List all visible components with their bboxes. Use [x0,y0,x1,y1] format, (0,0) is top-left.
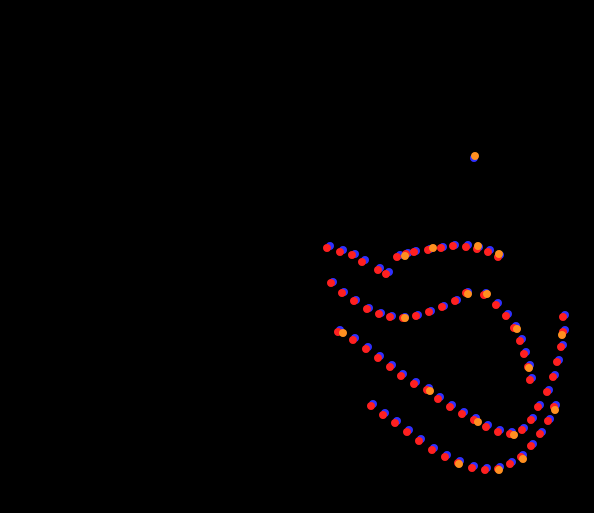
scatter-point-red [492,301,500,309]
scatter-point-red [502,312,510,320]
scatter-point-orange [339,329,347,337]
scatter-point-orange [426,387,434,395]
scatter-point-red [437,244,445,252]
scatter-point-red [468,464,476,472]
scatter-point-red [428,446,436,454]
scatter-point-orange [525,364,533,372]
scatter-point-red [379,411,387,419]
scatter-point-red [441,453,449,461]
scatter-point-red [393,253,401,261]
scatter-point-red [451,297,459,305]
scatter-point-red [362,345,370,353]
scatter-point-orange [510,431,518,439]
scatter-point-red [559,313,567,321]
scatter-point-red [534,403,542,411]
scatter-point-red [544,417,552,425]
scatter-plot [0,0,594,513]
scatter-point-red [484,248,492,256]
scatter-point-red [516,337,524,345]
scatter-point-orange [474,242,482,250]
scatter-point-red [438,303,446,311]
scatter-point-red [481,466,489,474]
scatter-point-red [375,310,383,318]
scatter-point-red [449,242,457,250]
scatter-point-red [527,442,535,450]
scatter-point-red [518,426,526,434]
scatter-point-orange [455,460,463,468]
scatter-point-red [434,395,442,403]
scatter-point-red [358,258,366,266]
scatter-point-orange [495,466,503,474]
scatter-point-red [349,336,357,344]
scatter-point-orange [495,250,503,258]
scatter-point-red [410,380,418,388]
scatter-point-red [494,428,502,436]
scatter-point-red [446,403,454,411]
scatter-point-red [348,251,356,259]
scatter-point-orange [513,325,521,333]
scatter-point-red [526,376,534,384]
scatter-point-red [374,266,382,274]
scatter-point-orange [471,152,479,160]
scatter-point-red [557,343,565,351]
scatter-point-red [415,437,423,445]
scatter-point-red [553,358,561,366]
scatter-point-red [367,402,375,410]
scatter-point-red [327,279,335,287]
scatter-point-red [386,363,394,371]
scatter-point-red [386,313,394,321]
scatter-point-red [520,350,528,358]
scatter-point-red [350,297,358,305]
scatter-point-red [403,428,411,436]
scatter-point-orange [429,244,437,252]
scatter-point-orange [474,418,482,426]
scatter-point-red [527,416,535,424]
scatter-point-red [412,312,420,320]
scatter-point-orange [519,455,527,463]
scatter-point-red [336,248,344,256]
scatter-point-orange [464,290,472,298]
scatter-point-orange [401,252,409,260]
scatter-point-red [482,423,490,431]
scatter-point-red [458,410,466,418]
scatter-point-orange [401,314,409,322]
scatter-point-red [382,270,390,278]
scatter-point-red [338,289,346,297]
scatter-point-orange [483,290,491,298]
scatter-point-red [374,354,382,362]
scatter-point-red [410,248,418,256]
scatter-point-red [506,460,514,468]
scatter-point-red [397,372,405,380]
scatter-point-red [543,388,551,396]
scatter-point-red [425,308,433,316]
scatter-point-orange [551,406,559,414]
scatter-point-red [536,430,544,438]
scatter-point-orange [558,331,566,339]
scatter-point-red [462,243,470,251]
scatter-point-red [323,244,331,252]
scatter-point-red [363,305,371,313]
scatter-point-red [549,373,557,381]
scatter-point-red [391,419,399,427]
